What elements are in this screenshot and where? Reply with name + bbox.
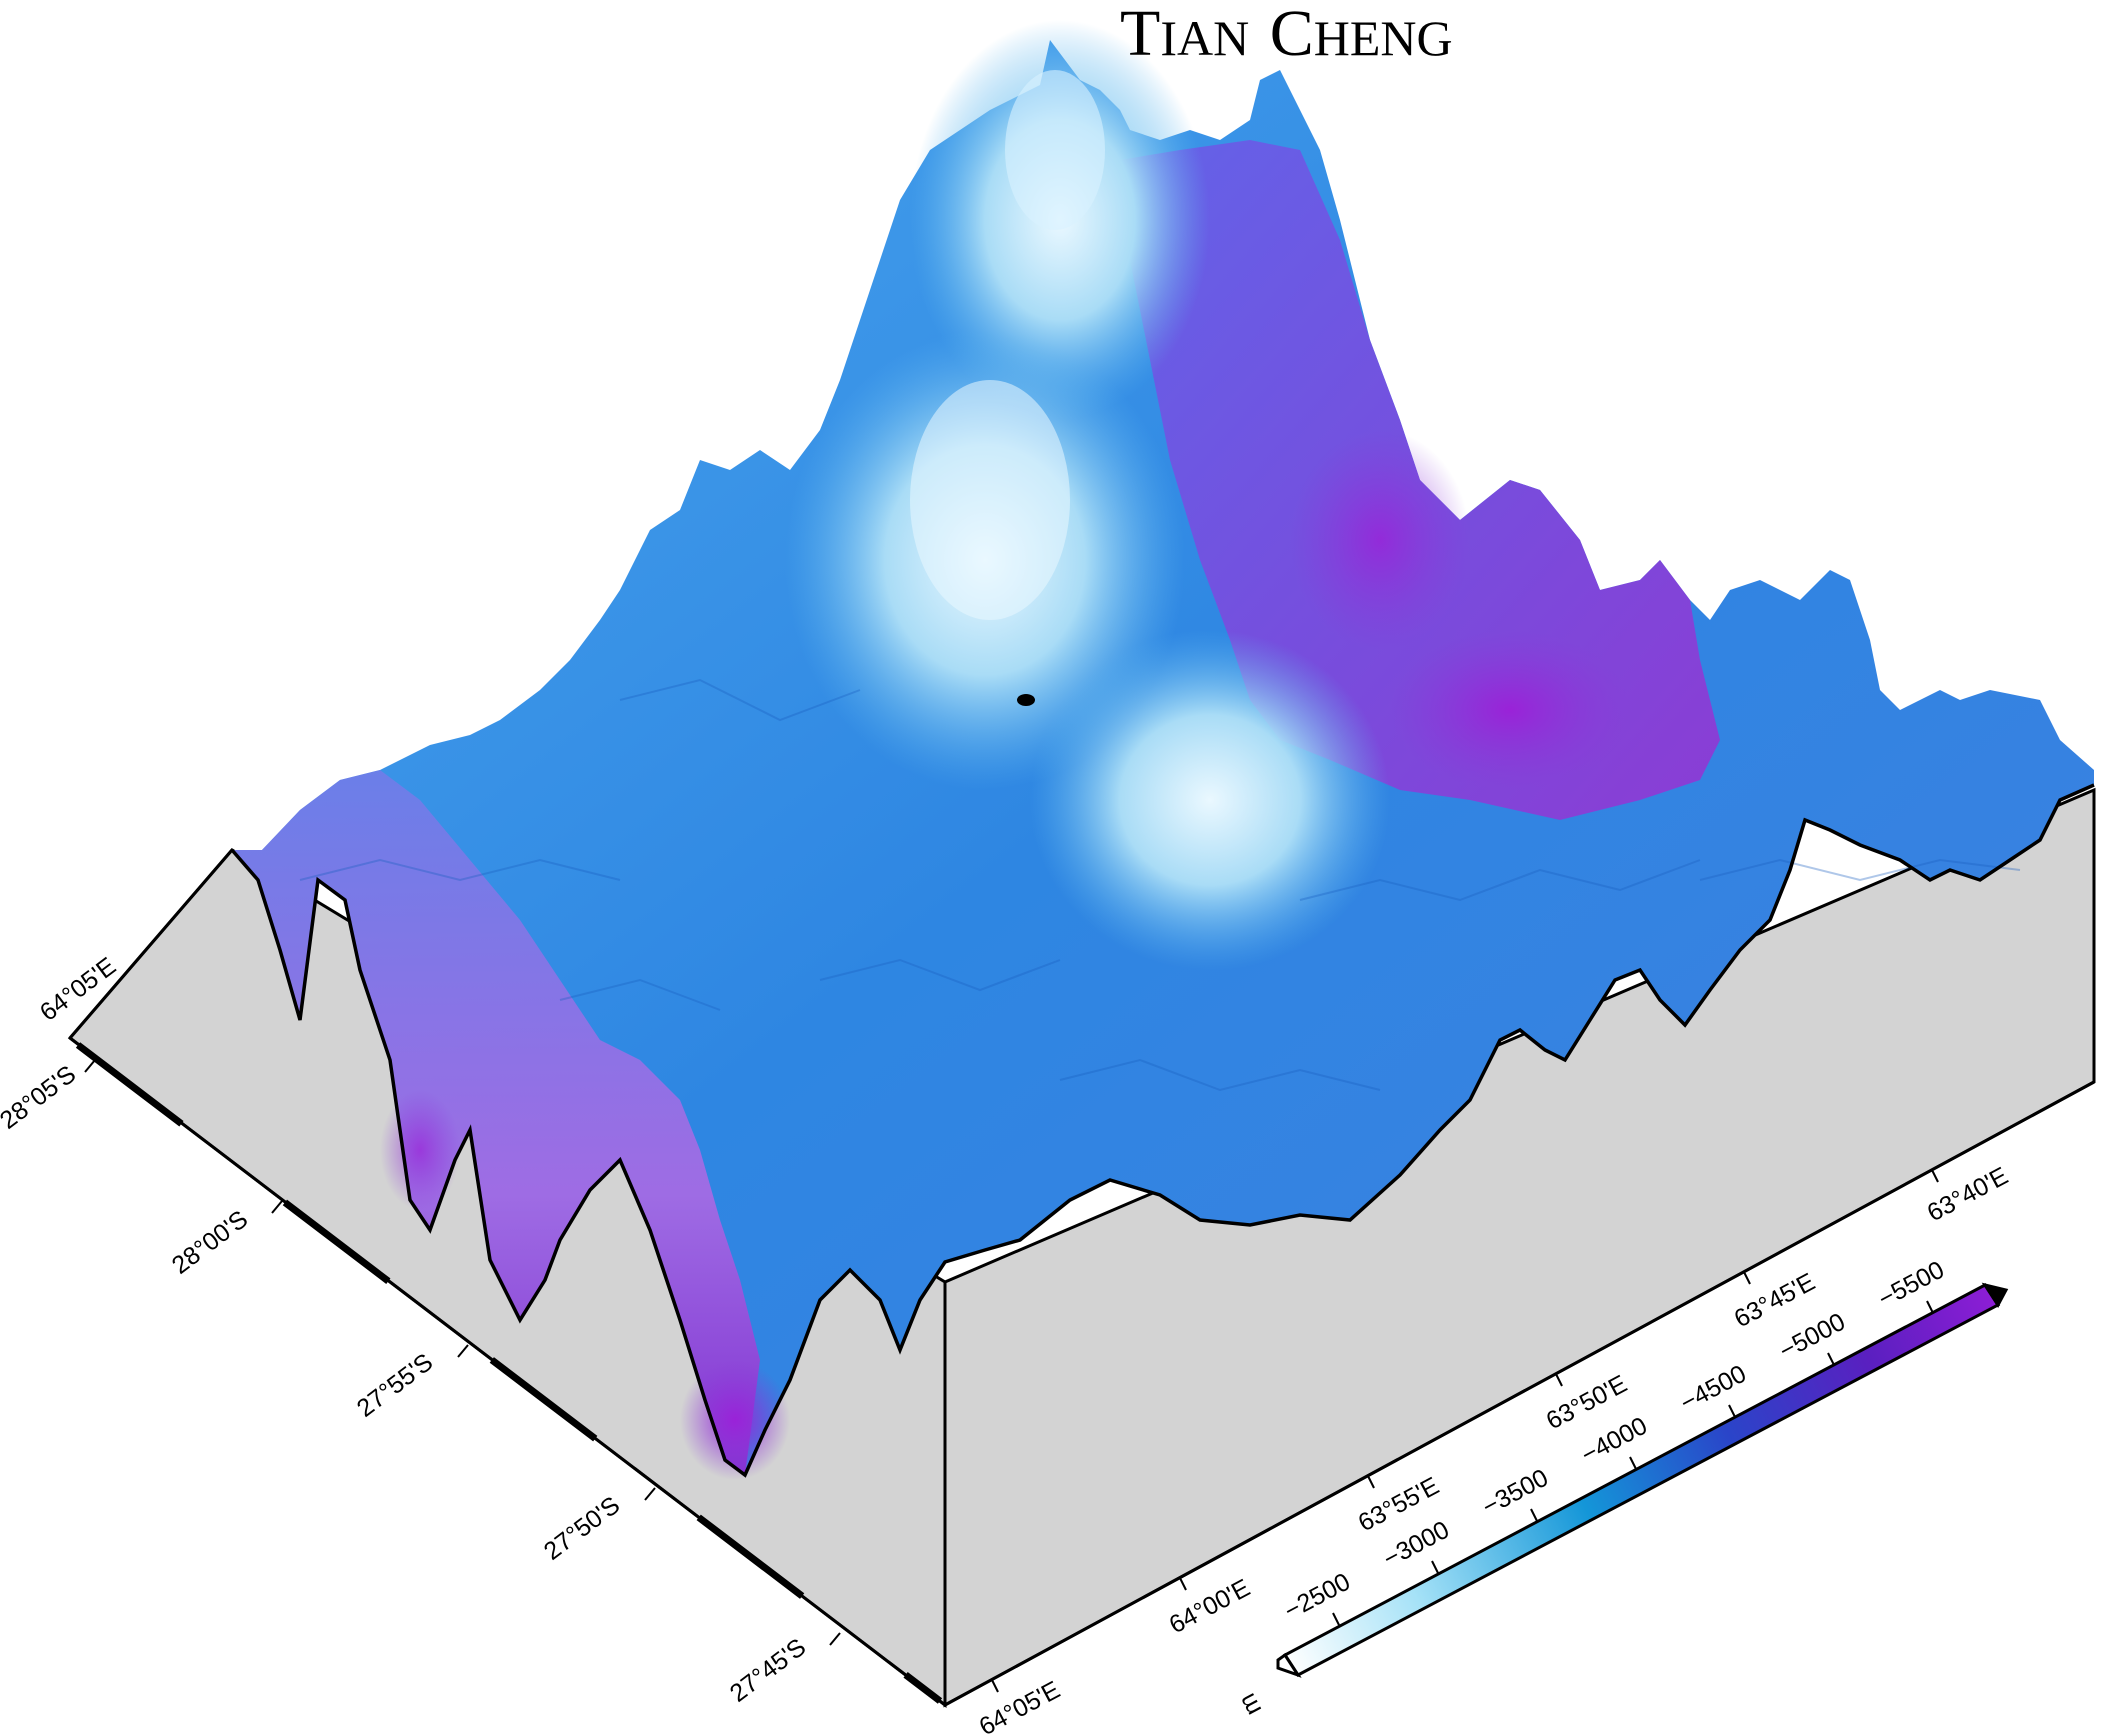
- purple-deep-left-2: [380, 1090, 460, 1210]
- lat-label: 27°50'S: [539, 1491, 625, 1566]
- lat-tick: [457, 1344, 469, 1358]
- location-marker: [1017, 694, 1035, 706]
- lat-tick: [829, 1632, 841, 1646]
- lat-label: 28°00'S: [167, 1205, 253, 1280]
- purple-deep-spot: [1390, 630, 1630, 790]
- purple-deep-spot-2: [1290, 430, 1470, 650]
- lon-tick: [1555, 1373, 1563, 1387]
- peak-south-glow: [1030, 630, 1390, 970]
- terrain-ridge-texture: [299, 678, 2021, 1092]
- colorbar-label: −3500: [1478, 1464, 1553, 1522]
- lat-label: 27°55'S: [352, 1348, 438, 1423]
- lon-label: 64°00'E: [1165, 1574, 1255, 1640]
- peak-north-core: [1005, 70, 1105, 230]
- colorbar-tick: [1728, 1404, 1736, 1418]
- colorbar-tick: [1431, 1560, 1439, 1574]
- lon-label: 63°40'E: [1923, 1162, 2013, 1228]
- lon-tick: [1179, 1577, 1187, 1591]
- colorbar-label: −5500: [1874, 1256, 1949, 1314]
- colorbar-tick: [1332, 1612, 1340, 1626]
- colorbar-tick: [1530, 1508, 1538, 1522]
- colorbar-tick: [1926, 1300, 1934, 1314]
- lon-tick: [1743, 1271, 1751, 1285]
- colorbar-start-triangle: [1276, 1652, 1302, 1678]
- colorbar-label: −5000: [1775, 1308, 1850, 1366]
- purple-valley-left-wall: [232, 770, 760, 1475]
- lon-label: 64°05'E: [975, 1676, 1065, 1736]
- lat-label: 27°45'S: [725, 1633, 811, 1708]
- colorbar-label: −2500: [1280, 1568, 1355, 1626]
- lon-tick: [1367, 1475, 1375, 1489]
- colorbar-tick: [1629, 1456, 1637, 1470]
- terrain-front-outline: [230, 783, 2095, 1478]
- colorbar-label: −4000: [1577, 1412, 1652, 1470]
- peak-central-core: [910, 380, 1070, 620]
- lat-tick: [644, 1487, 656, 1501]
- colorbar-unit: m: [1233, 1689, 1268, 1721]
- lon-tick: [991, 1679, 999, 1693]
- lon-tick: [1931, 1169, 1939, 1183]
- colorbar-label: −4500: [1676, 1360, 1751, 1418]
- colorbar-tick: [1827, 1352, 1835, 1366]
- lat-tick: [84, 1059, 96, 1073]
- lat-label: 28°05'S: [0, 1060, 81, 1135]
- purple-deep-left: [680, 1360, 790, 1480]
- lat-tick: [271, 1200, 283, 1214]
- colorbar-end-triangle: [1981, 1282, 2009, 1308]
- map-title: TIAN CHENG: [1120, 0, 1453, 70]
